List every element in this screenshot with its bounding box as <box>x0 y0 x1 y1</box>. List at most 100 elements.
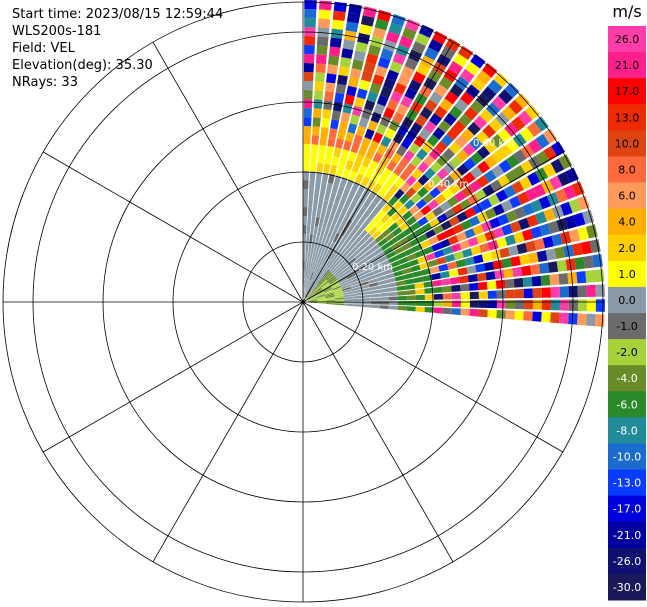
velocity-gate <box>386 69 399 82</box>
velocity-gate <box>329 221 337 231</box>
velocity-gate <box>331 265 339 274</box>
velocity-gate <box>306 234 310 244</box>
velocity-gate <box>415 114 428 127</box>
velocity-gate <box>358 117 369 128</box>
velocity-gate <box>398 157 410 169</box>
velocity-gate <box>334 297 344 300</box>
velocity-gate <box>586 313 596 327</box>
velocity-gate <box>326 300 335 302</box>
velocity-gate <box>331 156 340 167</box>
velocity-gate <box>504 82 520 98</box>
velocity-gate <box>313 287 321 294</box>
velocity-gate <box>341 238 350 248</box>
velocity-gate <box>432 206 444 217</box>
velocity-gate <box>372 263 382 271</box>
velocity-gate <box>332 285 342 291</box>
velocity-gate <box>541 179 555 194</box>
info-panel: Start time: 2023/08/15 12:59:44 WLS200s-… <box>12 6 223 91</box>
velocity-gate <box>352 224 361 234</box>
velocity-gate <box>406 253 417 262</box>
velocity-gate <box>377 238 388 247</box>
velocity-gate <box>486 280 497 290</box>
velocity-gate <box>313 225 318 236</box>
velocity-gate <box>396 103 409 116</box>
velocity-gate <box>438 76 453 90</box>
velocity-gate <box>469 291 479 300</box>
velocity-gate <box>393 82 407 95</box>
velocity-gate <box>429 147 442 160</box>
velocity-gate <box>417 186 429 198</box>
velocity-gate <box>455 259 466 268</box>
velocity-gate <box>323 100 333 111</box>
velocity-gate <box>513 277 524 288</box>
colorbar-band <box>608 104 646 131</box>
velocity-gate <box>429 266 440 274</box>
velocity-gate <box>448 215 460 227</box>
velocity-gate <box>307 216 312 226</box>
velocity-gate <box>303 261 305 270</box>
velocity-gate <box>337 214 345 225</box>
velocity-gate <box>408 259 419 267</box>
velocity-gate <box>303 126 312 136</box>
velocity-gate <box>364 168 375 179</box>
velocity-gate <box>469 136 483 151</box>
velocity-gate <box>347 151 357 162</box>
velocity-gate <box>379 305 389 310</box>
velocity-gate <box>408 49 423 63</box>
colorbar-band <box>608 52 646 79</box>
velocity-gate <box>366 212 376 223</box>
velocity-gate <box>304 270 307 280</box>
velocity-gate <box>320 237 327 247</box>
velocity-gate <box>329 264 338 272</box>
velocity-gate <box>586 299 596 312</box>
velocity-gate <box>317 255 323 265</box>
velocity-gate <box>445 38 461 52</box>
velocity-gate <box>376 144 388 156</box>
velocity-gate <box>388 172 399 184</box>
velocity-gate <box>573 212 586 227</box>
velocity-gate <box>317 236 323 246</box>
velocity-gate <box>309 252 313 262</box>
velocity-gate <box>306 291 313 299</box>
velocity-gate <box>346 12 361 24</box>
velocity-gate <box>406 306 416 312</box>
velocity-gate <box>318 217 324 228</box>
velocity-gate <box>377 56 391 69</box>
velocity-gate <box>323 163 331 174</box>
velocity-gate <box>339 261 348 269</box>
velocity-gate <box>476 70 492 85</box>
velocity-gate <box>304 54 315 64</box>
velocity-gate <box>399 182 411 193</box>
velocity-gate <box>329 164 338 175</box>
velocity-gate <box>325 298 335 301</box>
velocity-gate <box>488 118 503 133</box>
velocity-gate <box>522 229 534 241</box>
velocity-gate <box>530 264 541 275</box>
velocity-gate <box>370 297 380 301</box>
velocity-gate <box>315 292 325 297</box>
velocity-gate <box>319 135 328 146</box>
velocity-gate <box>431 242 442 252</box>
velocity-gate <box>360 261 370 269</box>
velocity-gate <box>475 263 486 273</box>
velocity-gate <box>345 159 354 171</box>
velocity-gate <box>403 150 415 162</box>
velocity-gate <box>432 279 442 287</box>
velocity-gate <box>367 201 377 212</box>
velocity-gate <box>345 270 355 278</box>
velocity-gate <box>388 305 398 310</box>
velocity-gate <box>550 286 560 298</box>
velocity-gate <box>496 310 506 319</box>
velocity-gate <box>368 239 378 249</box>
velocity-gate <box>316 54 327 65</box>
velocity-gate <box>410 192 422 204</box>
velocity-gate <box>456 231 468 242</box>
velocity-gate <box>519 254 530 265</box>
velocity-gate <box>475 130 490 145</box>
velocity-gate <box>372 27 387 39</box>
velocity-gate <box>388 237 399 246</box>
velocity-gate <box>326 220 333 230</box>
velocity-gate <box>316 226 322 237</box>
velocity-gate <box>530 226 543 239</box>
velocity-gate <box>473 254 484 264</box>
